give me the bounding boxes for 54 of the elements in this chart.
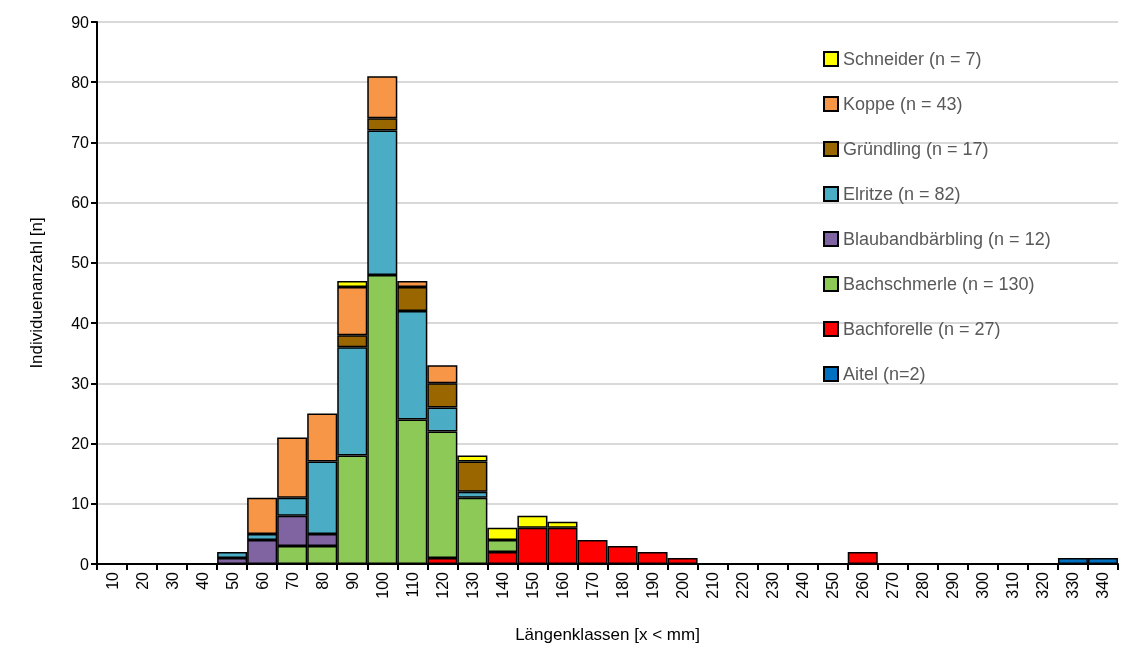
legend-label: Elritze (n = 82) (843, 184, 961, 204)
x-tick-label: 10 (103, 571, 121, 590)
x-tick-label: 70 (283, 571, 301, 590)
x-tick-label: 160 (553, 571, 571, 599)
y-axis-title: Individuenanzahl [n] (27, 217, 46, 369)
y-tick-label: 50 (71, 254, 90, 272)
x-tick-label: 230 (764, 571, 782, 599)
y-tick-label: 60 (71, 194, 90, 212)
x-tick-label: 260 (854, 571, 872, 599)
x-tick-label: 100 (373, 571, 391, 599)
x-axis-title: Längenklassen [x < mm] (515, 625, 700, 644)
y-tick-label: 0 (80, 555, 90, 573)
x-tick-label: 320 (1034, 571, 1052, 599)
legend-label: Gründling (n = 17) (843, 139, 989, 159)
x-tick-label: 220 (734, 571, 752, 599)
y-tick-label: 10 (71, 495, 90, 513)
x-tick-label: 300 (974, 571, 992, 599)
y-tick-label: 40 (71, 314, 90, 332)
x-tick-label: 30 (163, 571, 181, 590)
x-tick-label: 50 (223, 571, 241, 590)
x-tick-label: 60 (253, 571, 271, 590)
y-tick-label: 30 (71, 374, 90, 392)
x-tick-label: 190 (644, 571, 662, 599)
x-tick-label: 290 (944, 571, 962, 599)
x-tick-label: 180 (614, 571, 632, 599)
x-tick-label: 240 (794, 571, 812, 599)
x-tick-label: 340 (1094, 571, 1112, 599)
legend-label: Koppe (n = 43) (843, 94, 963, 114)
y-tick-label: 90 (71, 13, 90, 31)
y-tick-label: 70 (71, 133, 90, 151)
x-tick-label: 200 (674, 571, 692, 599)
x-tick-label: 110 (403, 571, 421, 598)
y-tick-label: 80 (71, 73, 90, 91)
y-tick-label: 20 (71, 435, 90, 453)
x-tick-label: 130 (463, 571, 481, 599)
legend-label: Blaubandbärbling (n = 12) (843, 229, 1051, 249)
legend-label: Bachschmerle (n = 130) (843, 274, 1035, 294)
x-tick-label: 310 (1004, 571, 1022, 599)
x-tick-label: 330 (1064, 571, 1082, 599)
legend-label: Bachforelle (n = 27) (843, 319, 1001, 339)
x-tick-label: 250 (824, 571, 842, 599)
legend-label: Aitel (n=2) (843, 364, 926, 384)
x-tick-label: 170 (583, 571, 601, 599)
x-tick-label: 40 (193, 571, 211, 590)
x-tick-label: 90 (343, 571, 361, 590)
x-tick-label: 210 (704, 571, 722, 599)
x-tick-label: 80 (313, 571, 331, 590)
x-tick-label: 280 (914, 571, 932, 599)
x-tick-label: 150 (523, 571, 541, 599)
x-tick-label: 120 (433, 571, 451, 599)
x-tick-label: 140 (493, 571, 511, 599)
legend-label: Schneider (n = 7) (843, 49, 982, 69)
x-tick-label: 270 (884, 571, 902, 599)
x-tick-label: 20 (133, 571, 151, 590)
